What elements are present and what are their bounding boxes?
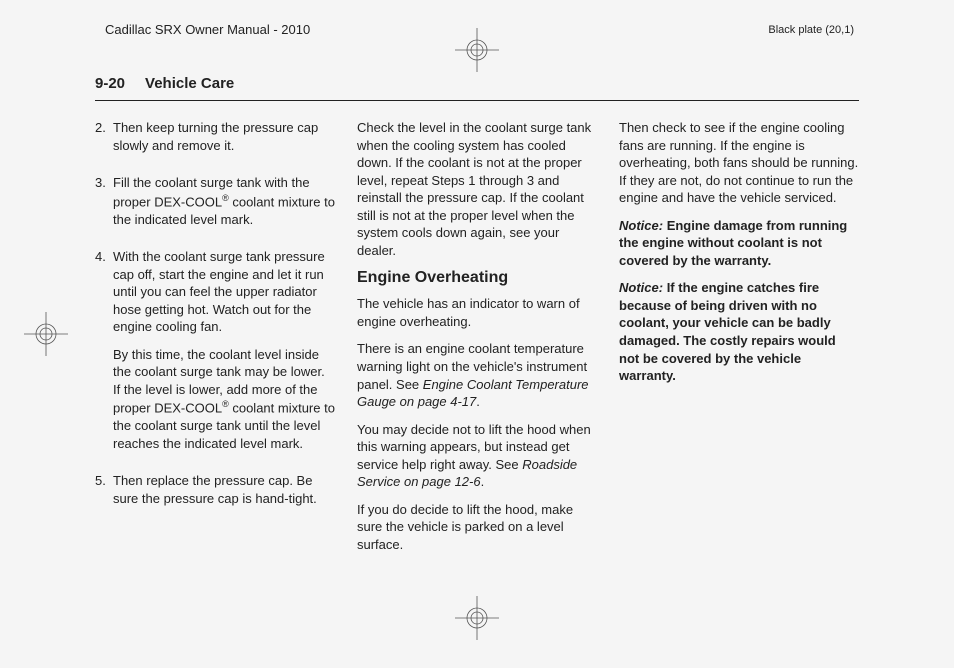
step-number: 5. bbox=[95, 472, 113, 517]
step-body: Fill the coolant surge tank with the pro… bbox=[113, 174, 335, 238]
step-body: Then replace the pressure cap. Be sure t… bbox=[113, 472, 335, 517]
notice-label: Notice: bbox=[619, 280, 663, 295]
step-paragraph: Then keep turning the pressure cap slowl… bbox=[113, 119, 335, 154]
coolant-check-paragraph: Check the level in the coolant surge tan… bbox=[357, 119, 597, 259]
column-1: 2.Then keep turning the pressure cap slo… bbox=[95, 119, 335, 563]
step-number: 3. bbox=[95, 174, 113, 238]
header-rule bbox=[95, 100, 859, 101]
notice-label: Notice: bbox=[619, 218, 663, 233]
plate-label: Black plate (20,1) bbox=[768, 24, 854, 36]
column-3: Then check to see if the engine cooling … bbox=[619, 119, 859, 563]
step-item: 3.Fill the coolant surge tank with the p… bbox=[95, 174, 335, 238]
registered-trademark-icon: ® bbox=[222, 193, 229, 203]
level-surface-paragraph: If you do decide to lift the hood, make … bbox=[357, 501, 597, 554]
print-header: Cadillac SRX Owner Manual - 2010 Black p… bbox=[0, 22, 954, 37]
notice-body: If the engine catches fire because of be… bbox=[619, 280, 836, 383]
step-item: 2.Then keep turning the pressure cap slo… bbox=[95, 119, 335, 164]
notice-fire-warranty: Notice: If the engine catches fire becau… bbox=[619, 279, 859, 384]
crop-mark-left bbox=[24, 312, 68, 356]
engine-overheating-heading: Engine Overheating bbox=[357, 269, 597, 287]
temperature-warning-paragraph: There is an engine coolant temperature w… bbox=[357, 340, 597, 410]
text-run: . bbox=[476, 394, 480, 409]
step-body: Then keep turning the pressure cap slowl… bbox=[113, 119, 335, 164]
notice-coolant-warranty: Notice: Engine damage from running the e… bbox=[619, 217, 859, 270]
step-number: 2. bbox=[95, 119, 113, 164]
crop-mark-bottom bbox=[455, 596, 499, 640]
page-body: 9-20 Vehicle Care 2.Then keep turning th… bbox=[95, 75, 859, 563]
step-paragraph: With the coolant surge tank pressure cap… bbox=[113, 248, 335, 336]
step-item: 5.Then replace the pressure cap. Be sure… bbox=[95, 472, 335, 517]
content-columns: 2.Then keep turning the pressure cap slo… bbox=[95, 119, 859, 563]
text-run: . bbox=[481, 474, 485, 489]
service-help-paragraph: You may decide not to lift the hood when… bbox=[357, 421, 597, 491]
page-number: 9-20 bbox=[95, 75, 125, 92]
step-body: With the coolant surge tank pressure cap… bbox=[113, 248, 335, 462]
manual-title: Cadillac SRX Owner Manual - 2010 bbox=[105, 22, 310, 37]
step-number: 4. bbox=[95, 248, 113, 462]
registered-trademark-icon: ® bbox=[222, 399, 229, 409]
overheating-indicator-paragraph: The vehicle has an indicator to warn of … bbox=[357, 295, 597, 330]
step-item: 4.With the coolant surge tank pressure c… bbox=[95, 248, 335, 462]
procedure-steps: 2.Then keep turning the pressure cap slo… bbox=[95, 119, 335, 518]
step-paragraph: Then replace the pressure cap. Be sure t… bbox=[113, 472, 335, 507]
section-title: Vehicle Care bbox=[145, 75, 234, 92]
step-paragraph: Fill the coolant surge tank with the pro… bbox=[113, 174, 335, 228]
cooling-fans-paragraph: Then check to see if the engine cooling … bbox=[619, 119, 859, 207]
column-2: Check the level in the coolant surge tan… bbox=[357, 119, 597, 563]
page-header-row: 9-20 Vehicle Care bbox=[95, 75, 859, 100]
step-paragraph: By this time, the coolant level inside t… bbox=[113, 346, 335, 453]
